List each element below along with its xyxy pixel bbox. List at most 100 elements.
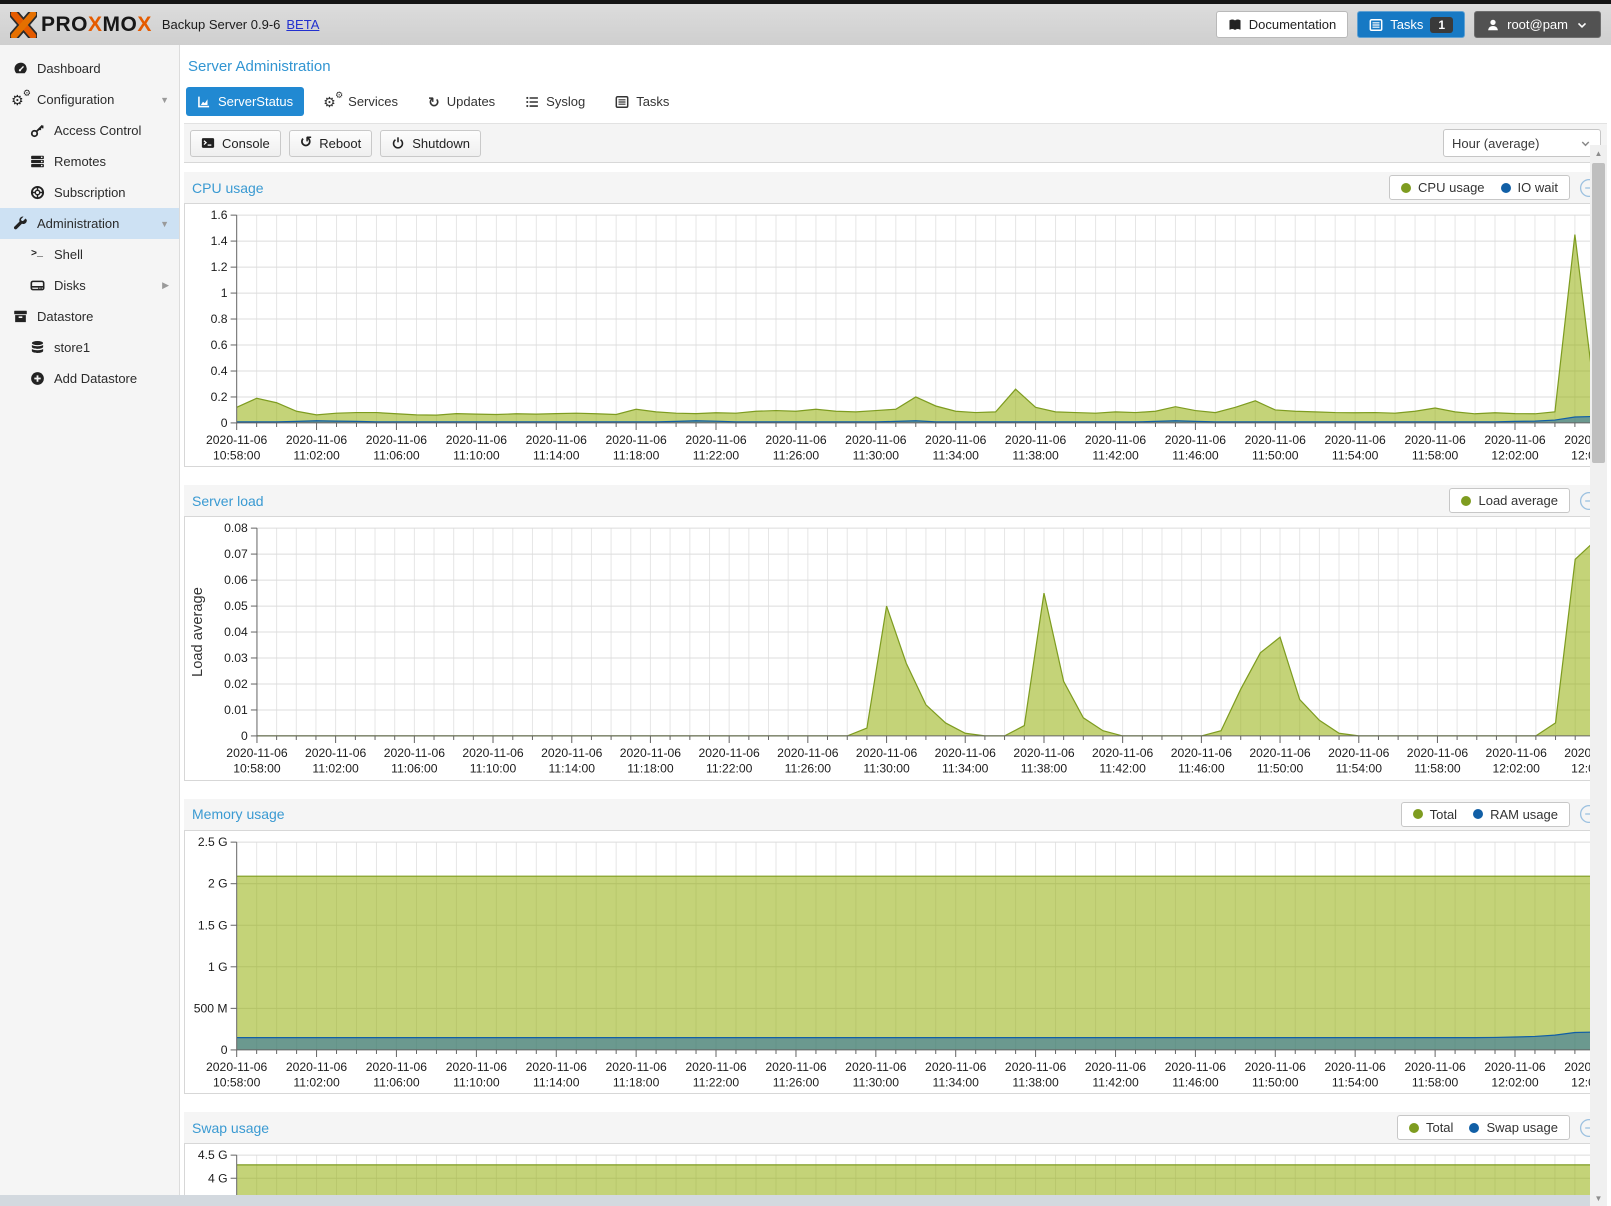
svg-text:1.6: 1.6 [211,208,228,222]
svg-text:11:22:00: 11:22:00 [693,1075,740,1089]
sidebar-item-shell[interactable]: >_ Shell [0,239,179,270]
svg-text:2020-11-06: 2020-11-06 [462,747,524,761]
toolbar: Console ↺ Reboot Shutdown Hour (average) [184,123,1607,163]
time-range-select[interactable]: Hour (average) [1443,129,1601,157]
svg-text:11:22:00: 11:22:00 [706,762,753,776]
svg-text:2020-11-06: 2020-11-06 [526,433,588,447]
svg-text:11:22:00: 11:22:00 [693,448,740,462]
svg-text:2020-11-06: 2020-11-06 [1325,1060,1387,1074]
svg-text:2020-11-06: 2020-11-06 [1092,747,1154,761]
svg-text:500 M: 500 M [194,1001,228,1015]
sidebar: Dashboard ⚙ ⚙ Configuration ▼ Access Cont… [0,45,180,1206]
svg-text:11:30:00: 11:30:00 [863,762,910,776]
svg-text:11:34:00: 11:34:00 [932,448,979,462]
svg-text:2020-11-06: 2020-11-06 [1013,747,1075,761]
svg-text:11:38:00: 11:38:00 [1012,448,1059,462]
svg-text:11:42:00: 11:42:00 [1099,762,1146,776]
shutdown-button[interactable]: Shutdown [380,129,482,157]
svg-text:0.02: 0.02 [224,678,248,692]
sidebar-item-configuration[interactable]: ⚙ ⚙ Configuration ▼ [0,84,179,115]
svg-text:1.4: 1.4 [211,234,228,248]
svg-text:2 G: 2 G [208,877,228,891]
database-icon [31,341,43,353]
sidebar-item-administration[interactable]: Administration ▼ [0,208,179,239]
svg-text:11:18:00: 11:18:00 [613,1075,660,1089]
legend-item-cpu-usage[interactable]: CPU usage [1401,180,1485,195]
legend-item-total[interactable]: Total [1412,807,1457,822]
sidebar-item-add-datastore[interactable]: Add Datastore [0,363,179,394]
svg-text:0.8: 0.8 [211,312,228,326]
legend-item-swap-usage[interactable]: Swap usage [1469,1120,1558,1135]
user-icon [1488,19,1499,30]
sidebar-item-dashboard[interactable]: Dashboard [0,53,179,84]
svg-text:2020-11-06: 2020-11-06 [605,433,667,447]
panel-header: CPU usage CPU usage IO wait [184,172,1607,203]
tab-syslog[interactable]: Syslog [514,87,596,116]
svg-text:2020-11-06: 2020-11-06 [384,747,446,761]
svg-text:11:42:00: 11:42:00 [1092,448,1139,462]
svg-text:2020-11-06: 2020-11-06 [1407,747,1469,761]
svg-text:11:38:00: 11:38:00 [1012,1075,1059,1089]
legend-item-io-wait[interactable]: IO wait [1500,180,1558,195]
sidebar-item-store1[interactable]: store1 [0,332,179,363]
svg-text:2020-11-06: 2020-11-06 [1404,1060,1466,1074]
svg-text:2020-11-06: 2020-11-06 [1486,747,1548,761]
legend-dot-icon [1469,1122,1480,1133]
svg-text:0.2: 0.2 [211,390,228,404]
scroll-up-icon[interactable]: ▲ [1594,148,1603,158]
svg-text:11:38:00: 11:38:00 [1021,762,1068,776]
legend-item-total[interactable]: Total [1408,1120,1453,1135]
legend-dot-icon [1500,182,1511,193]
tasks-button[interactable]: Tasks 1 [1357,11,1466,38]
reboot-button[interactable]: ↺ Reboot [288,129,373,157]
tab-updates[interactable]: ↻ Updates [428,93,496,110]
svg-text:11:30:00: 11:30:00 [853,448,900,462]
beta-link[interactable]: BETA [286,17,320,32]
tab-tasks[interactable]: Tasks [604,87,680,116]
sidebar-item-access-control[interactable]: Access Control [0,115,179,146]
svg-text:12:02:00: 12:02:00 [1491,448,1539,462]
svg-text:1 G: 1 G [208,960,228,974]
panel-header: Server load Load average [184,485,1607,517]
svg-text:2020-11-06: 2020-11-06 [305,747,367,761]
user-menu-button[interactable]: root@pam [1474,11,1601,38]
svg-text:2020-11-06: 2020-11-06 [1325,433,1387,447]
svg-text:12:02:00: 12:02:00 [1491,1075,1539,1089]
svg-text:11:26:00: 11:26:00 [773,448,820,462]
vertical-scrollbar[interactable]: ▲ ▼ [1590,145,1607,1206]
svg-text:11:46:00: 11:46:00 [1178,762,1225,776]
svg-text:11:54:00: 11:54:00 [1336,762,1383,776]
sidebar-item-subscription[interactable]: Subscription [0,177,179,208]
sidebar-item-remotes[interactable]: Remotes [0,146,179,177]
legend-item-ram-usage[interactable]: RAM usage [1473,807,1558,822]
sidebar-item-label: Add Datastore [54,371,138,386]
svg-text:2020-11-06: 2020-11-06 [856,747,918,761]
svg-text:2020-11-06: 2020-11-06 [1245,1060,1307,1074]
svg-text:11:58:00: 11:58:00 [1412,448,1459,462]
legend-item-load-average[interactable]: Load average [1461,493,1558,508]
documentation-button[interactable]: Documentation [1215,11,1349,38]
console-button[interactable]: Console [190,129,281,157]
panel-header: Memory usage Total RAM usage [184,798,1607,830]
scroll-down-icon[interactable]: ▼ [1594,1193,1603,1203]
svg-text:2020-11-06: 2020-11-06 [845,1060,907,1074]
svg-text:2020-11-06: 2020-11-06 [286,433,348,447]
sidebar-item-disks[interactable]: Disks ▶ [0,270,179,301]
svg-text:2020-11-06: 2020-11-06 [286,1060,348,1074]
svg-text:2020-11-06: 2020-11-06 [765,1060,827,1074]
top-strip [0,0,1611,4]
chart-legend: Load average [1449,488,1570,514]
sidebar-item-label: Dashboard [37,61,101,76]
scrollbar-thumb[interactable] [1592,163,1605,463]
tasks-list-icon [1369,18,1383,31]
sidebar-item-label: Datastore [37,309,94,324]
tab-serverstatus[interactable]: ServerStatus [186,87,305,116]
sidebar-item-label: Access Control [54,123,142,138]
sidebar-item-datastore[interactable]: Datastore [0,301,179,332]
tab-services[interactable]: ⚙ ⚙ Services [323,89,399,110]
tab-bar: ServerStatus ⚙ ⚙ Services ↻ Updates Syslog … [184,85,1607,123]
datastore-icon [13,310,27,323]
updates-icon: ↻ [428,93,440,110]
